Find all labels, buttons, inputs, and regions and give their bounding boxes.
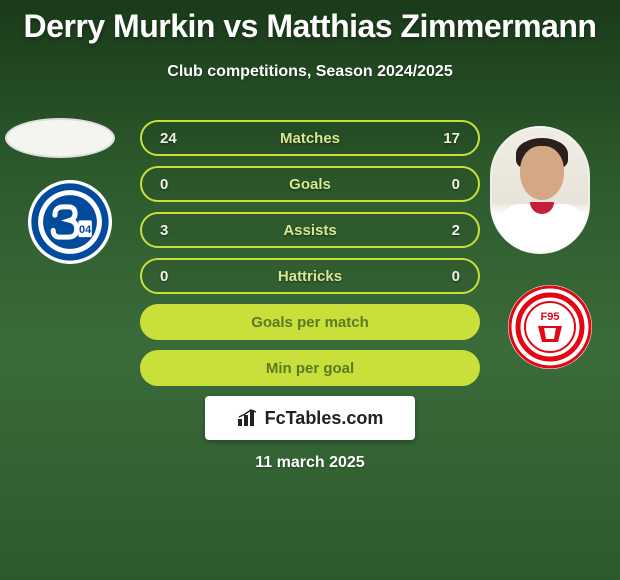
stat-left-value: 3 [160,222,190,239]
stat-row-goals: 0 Goals 0 [140,166,480,202]
stat-row-hattricks: 0 Hattricks 0 [140,258,480,294]
stat-right-value: 2 [430,222,460,239]
stat-label: Min per goal [190,360,430,377]
stat-label: Matches [190,130,430,147]
fctables-badge: FcTables.com [205,396,415,440]
fctables-label: FcTables.com [265,408,384,429]
chart-icon [237,409,259,427]
svg-text:F95: F95 [541,311,560,323]
club-left-badge: 04 [28,180,112,264]
svg-text:04: 04 [79,224,91,236]
page-title: Derry Murkin vs Matthias Zimmermann [0,0,620,45]
stat-label: Goals per match [190,314,430,331]
date-label: 11 march 2025 [0,454,620,472]
stat-row-goals-per-match: Goals per match [140,304,480,340]
stat-right-value: 0 [430,268,460,285]
player-right-avatar [490,126,590,254]
stat-left-value: 24 [160,130,190,147]
stat-label: Goals [190,176,430,193]
stat-row-assists: 3 Assists 2 [140,212,480,248]
stat-label: Assists [190,222,430,239]
stat-left-value: 0 [160,268,190,285]
stat-row-min-per-goal: Min per goal [140,350,480,386]
stat-right-value: 0 [430,176,460,193]
stat-label: Hattricks [190,268,430,285]
player-left-avatar [5,118,115,158]
subtitle: Club competitions, Season 2024/2025 [0,63,620,81]
stat-left-value: 0 [160,176,190,193]
stats-container: 24 Matches 17 0 Goals 0 3 Assists 2 0 Ha… [140,120,480,396]
club-right-badge: F95 [500,284,600,370]
stat-right-value: 17 [430,130,460,147]
stat-row-matches: 24 Matches 17 [140,120,480,156]
